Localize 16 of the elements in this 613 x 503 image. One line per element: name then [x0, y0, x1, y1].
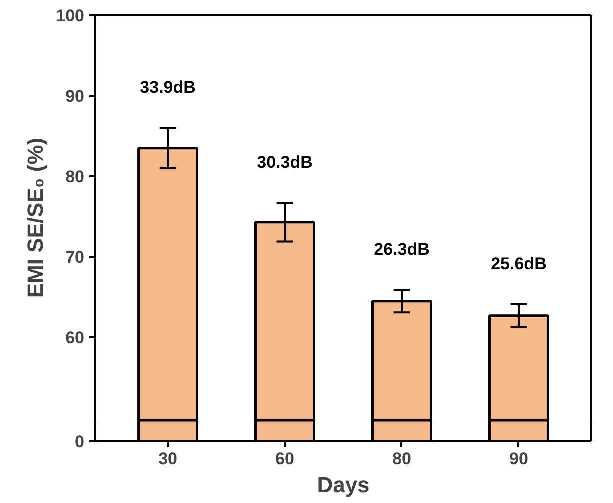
annotation: 26.3dB — [374, 240, 430, 260]
x-tick-label: 80 — [392, 450, 412, 468]
y-tick-label: 80 — [66, 168, 85, 187]
y-tick-label: 90 — [66, 87, 85, 106]
x-tick-label: 90 — [510, 450, 528, 468]
y-tick-label: 70 — [66, 248, 85, 268]
y-axis-title: EMI SE/SE₀ (%) — [23, 138, 48, 298]
text: 0 — [75, 432, 85, 452]
x-tick-label: 30 — [158, 450, 178, 468]
annotation: 33.9dB — [140, 78, 196, 98]
annotation: 30.3dB — [257, 153, 313, 172]
annotation: 25.6dB — [491, 254, 547, 274]
y-tick-label: 60 — [66, 328, 85, 348]
x-axis-title: Days — [317, 472, 370, 498]
x-tick-label: 60 — [276, 450, 294, 468]
y-tick-label: 100 — [56, 6, 85, 26]
